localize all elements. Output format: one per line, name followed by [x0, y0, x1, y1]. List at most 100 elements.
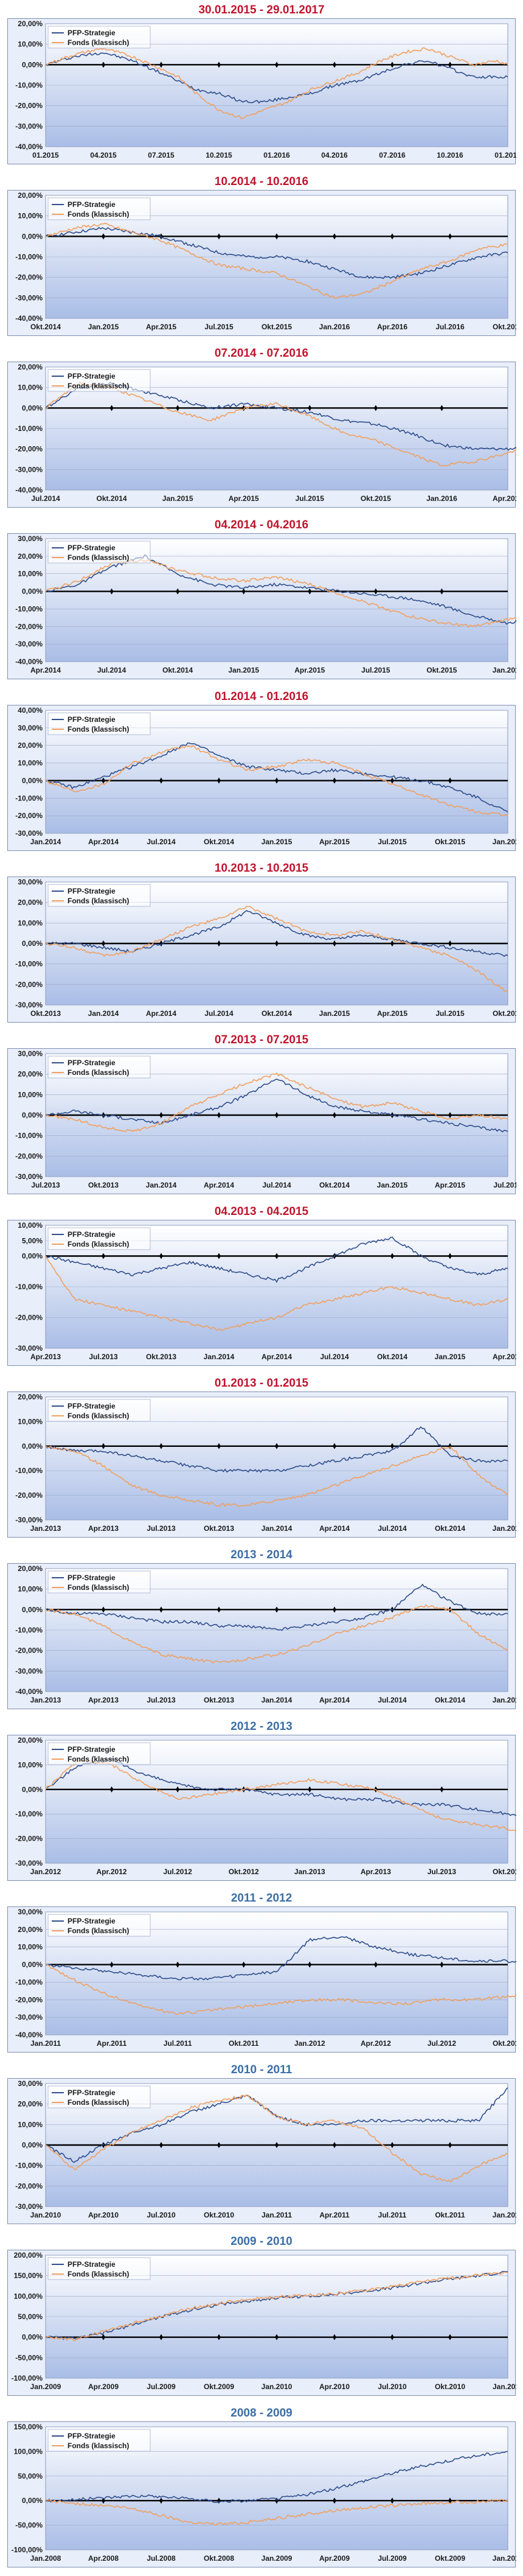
baseline-marker [159, 2497, 163, 2504]
series-line-strategy [45, 1079, 508, 1133]
baseline-marker [448, 1253, 452, 1259]
y-tick-label: -10,00% [15, 2161, 43, 2170]
series-line-strategy [45, 1583, 508, 1631]
x-tick-label: Apr.2015 [493, 1353, 516, 1361]
y-tick-label: -20,00% [15, 445, 43, 453]
y-tick-label: -20,00% [15, 102, 43, 110]
series-line-fund [45, 1446, 508, 1508]
chart-title: 10.2014 - 10.2016 [214, 175, 309, 188]
x-tick-label: Okt.2012 [493, 2039, 516, 2048]
baseline-marker [333, 2142, 336, 2148]
x-tick-label: Apr.2014 [30, 666, 61, 674]
x-tick-label: Okt.2014 [377, 1353, 407, 1361]
chart-svg: 150,00% 100,00% 50,00% 0,00% -50,00% -100,00%… [12, 2423, 516, 2563]
x-tick-label: Jul.2012 [428, 2039, 457, 2048]
baseline-marker [217, 777, 221, 784]
baseline-marker [373, 405, 378, 411]
y-tick-label: 30,00% [18, 878, 43, 886]
y-tick-label: 20,00% [18, 1393, 43, 1401]
series-line-fund [45, 1964, 516, 2015]
y-tick-label: -100,00% [12, 2546, 43, 2554]
y-tick-label: 40,00% [18, 706, 43, 715]
series-line-fund [45, 2094, 508, 2183]
chart-title: 01.2014 - 01.2016 [214, 690, 309, 703]
chart-frame: 40,00% 30,00% 20,00% 10,00% 0,00% -10,00% -20,… [7, 705, 516, 851]
legend-label-strategy: PFP-Strategie [68, 715, 116, 724]
baseline-marker [109, 1786, 114, 1793]
baseline-marker [241, 588, 246, 595]
baseline-marker [333, 2497, 336, 2504]
legend-label-strategy: PFP-Strategie [68, 2432, 116, 2440]
y-tick-label: 0,00% [22, 1442, 43, 1451]
legend-box [47, 197, 151, 220]
baseline-marker [176, 1961, 180, 1968]
chart-svg: 20,00%10,00%0,00%-10,00%-20,00%-30,00%Ja… [15, 1736, 516, 1876]
baseline-marker [275, 1253, 279, 1259]
chart-svg: 200,00% 150,00% 100,00% 50,00% 0,00% -50,00% -… [12, 2251, 516, 2391]
x-tick-label: Okt.2014 [30, 323, 61, 331]
y-tick-label: 0,00% [22, 776, 43, 785]
series-line-fund [45, 1256, 508, 1331]
y-tick-label: 20,00% [18, 898, 43, 907]
chart-title: 30.01.2015 - 29.01.2017 [198, 4, 325, 16]
x-tick-label: Jul.2013 [147, 1696, 176, 1704]
x-tick-label: Okt.2012 [229, 1867, 259, 1876]
x-tick-label: Okt.2013 [204, 1524, 234, 1533]
legend-label-fund: Fonds (klassisch) [68, 38, 129, 47]
y-tick-label: -20,00% [15, 622, 43, 631]
x-tick-label: 10.2016 [437, 151, 463, 159]
baseline-marker [390, 1443, 394, 1449]
y-tick-label: 10,00% [18, 383, 43, 392]
y-tick-label: -20,00% [15, 1995, 43, 2004]
y-tick-label: -100,00% [12, 2374, 43, 2382]
y-tick-label: -20,00% [15, 811, 43, 820]
chart-panel-5: 01.2014 - 01.2016 40,00% 30,00% 20,00% 10,00… [0, 687, 523, 858]
legend-label-strategy: PFP-Strategie [68, 1230, 116, 1239]
legend-label-fund: Fonds (klassisch) [68, 1755, 129, 1763]
x-tick-label: Jan.2015 [319, 1009, 350, 1018]
x-tick-label: Jan.2011 [30, 2039, 61, 2048]
x-tick-label: Okt.2011 [229, 2039, 259, 2048]
x-tick-label: Apr.2012 [361, 2039, 391, 2048]
legend-label-strategy: PFP-Strategie [68, 2088, 116, 2097]
y-tick-label: 0,00% [22, 1111, 43, 1119]
baseline-marker [275, 2142, 279, 2148]
baseline-marker [448, 61, 452, 68]
y-tick-label: -20,00% [15, 1152, 43, 1160]
y-tick-label: -30,00% [15, 293, 43, 302]
chart-title: 01.2013 - 01.2015 [214, 1377, 309, 1390]
chart-frame: 20,00% 10,00% 0,00% -10,00% -20,00% -30,00% -4… [7, 190, 516, 336]
y-tick-label: -10,00% [15, 1810, 43, 1818]
x-tick-label: Jul.2010 [378, 2382, 407, 2391]
baseline-marker [333, 2334, 336, 2340]
baseline-marker [159, 2334, 163, 2340]
x-tick-label: 01.2016 [263, 151, 290, 159]
baseline-marker [159, 1112, 163, 1118]
y-tick-label: 10,00% [18, 212, 43, 220]
y-tick-label: 100,00% [14, 2447, 43, 2455]
chart-frame: 30,00% 20,00% 10,00% 0,00% -10,00% -20,00% -30… [7, 1906, 516, 2053]
y-tick-label: -30,00% [15, 829, 43, 838]
baseline-marker [217, 1253, 221, 1259]
y-tick-label: 0,00% [22, 404, 43, 412]
x-tick-label: Apr.2014 [319, 1524, 350, 1533]
legend-label-strategy: PFP-Strategie [68, 544, 116, 552]
y-tick-label: -10,00% [15, 253, 43, 261]
y-tick-label: -40,00% [15, 486, 43, 494]
y-tick-label: -20,00% [15, 2182, 43, 2190]
baseline-marker [217, 2142, 221, 2148]
x-tick-label: Jul.2010 [147, 2211, 176, 2219]
baseline-marker [275, 1112, 279, 1118]
baseline-marker [308, 1961, 312, 1968]
x-tick-label: Jan.2013 [294, 1867, 325, 1876]
chart-frame: 30,00% 20,00% 10,00% 0,00% -10,00% -20,00% -30… [7, 877, 516, 1023]
y-tick-label: 10,00% [18, 570, 43, 578]
chart-frame: 150,00% 100,00% 50,00% 0,00% -50,00% -100,00%… [7, 2421, 516, 2567]
y-tick-label: -10,00% [15, 424, 43, 433]
series-line-fund [45, 381, 516, 467]
x-tick-label: Okt.2014 [204, 838, 234, 846]
y-tick-label: 50,00% [18, 2312, 43, 2321]
series-line-strategy [45, 910, 508, 957]
